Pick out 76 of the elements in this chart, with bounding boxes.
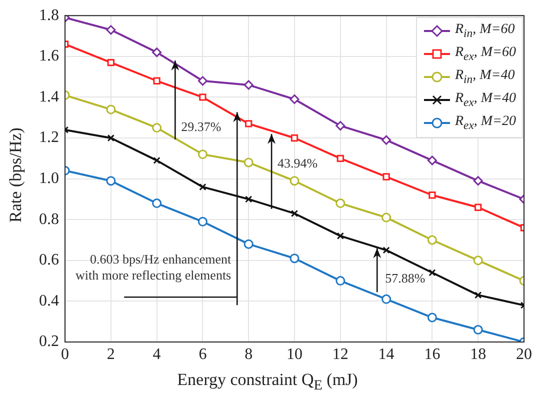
point	[428, 269, 436, 276]
point	[245, 196, 252, 203]
x-axis-title: Energy constraint Q$_{E}$ (mJ)	[176, 370, 359, 394]
x-tick-label: 0	[61, 346, 69, 363]
point	[244, 80, 254, 90]
y-tick-label: 1.2	[39, 129, 59, 146]
point	[198, 76, 208, 86]
point	[382, 294, 392, 304]
point	[153, 77, 160, 84]
y-tick-label: 0.6	[39, 252, 59, 269]
point	[106, 25, 116, 35]
legend-label: R$_{ex}$, M=20	[454, 114, 516, 132]
point	[474, 204, 482, 211]
point	[336, 154, 344, 162]
point	[382, 135, 392, 145]
point	[245, 120, 252, 128]
y-tick-label: 1.4	[39, 88, 59, 106]
point	[290, 134, 298, 142]
point	[473, 176, 483, 186]
point	[290, 94, 300, 104]
x-tick-label: 18	[470, 346, 486, 363]
point	[199, 94, 206, 101]
x-tick-label: 14	[378, 346, 394, 363]
point	[290, 210, 298, 218]
point	[290, 254, 300, 264]
x-tick-label: 16	[424, 346, 440, 363]
point	[153, 156, 160, 164]
point	[336, 121, 346, 131]
y-axis-title: Rate (bps/Hz)	[6, 126, 26, 224]
point	[152, 123, 162, 133]
y-tick-label: 1.8	[39, 6, 59, 24]
point	[382, 246, 390, 254]
x-tick-label: 20	[516, 346, 532, 363]
point	[106, 104, 116, 114]
point	[198, 216, 208, 226]
point	[427, 312, 437, 322]
point	[474, 292, 482, 299]
point	[290, 176, 300, 186]
legend-label: R$_{ex}$, M=40	[454, 91, 516, 109]
x-tick-label: 6	[198, 346, 207, 363]
annotation: 57.88%	[385, 270, 426, 286]
point	[473, 256, 483, 266]
point	[336, 232, 344, 240]
point	[382, 173, 390, 180]
legend-label: R$_{ex}$, M=60	[454, 45, 516, 63]
point	[336, 276, 346, 286]
legend-label: R$_{in}$, M=60	[454, 22, 515, 40]
y-tick-label: 0.4	[39, 292, 59, 310]
point	[336, 198, 346, 208]
point	[428, 192, 436, 199]
point	[107, 58, 114, 66]
y-tick-label: 0.8	[39, 210, 59, 228]
point	[473, 325, 483, 335]
x-tick-label: 2	[106, 346, 115, 363]
annotation: 29.37%	[181, 118, 222, 134]
y-tick-label: 1.6	[39, 48, 59, 65]
point	[107, 134, 114, 142]
point	[152, 198, 162, 208]
x-tick-label: 8	[244, 346, 253, 363]
legend-label: R$_{in}$, M=40	[454, 68, 515, 86]
y-tick-label: 1.0	[39, 170, 59, 188]
x-tick-label: 10	[286, 346, 302, 363]
point	[106, 176, 116, 186]
point	[198, 150, 208, 160]
x-tick-label: 12	[332, 346, 348, 363]
point	[152, 48, 162, 58]
x-tick-label: 4	[152, 346, 161, 363]
y-tick-label: 0.2	[39, 333, 59, 350]
point	[427, 235, 437, 245]
annotation: 43.94%	[278, 155, 318, 170]
annotation: 0.603 bps/Hz enhancement with more reflecting elements	[76, 252, 232, 283]
point	[427, 156, 437, 166]
point	[199, 183, 206, 191]
point	[382, 212, 392, 222]
point	[244, 158, 254, 168]
point	[244, 239, 254, 249]
